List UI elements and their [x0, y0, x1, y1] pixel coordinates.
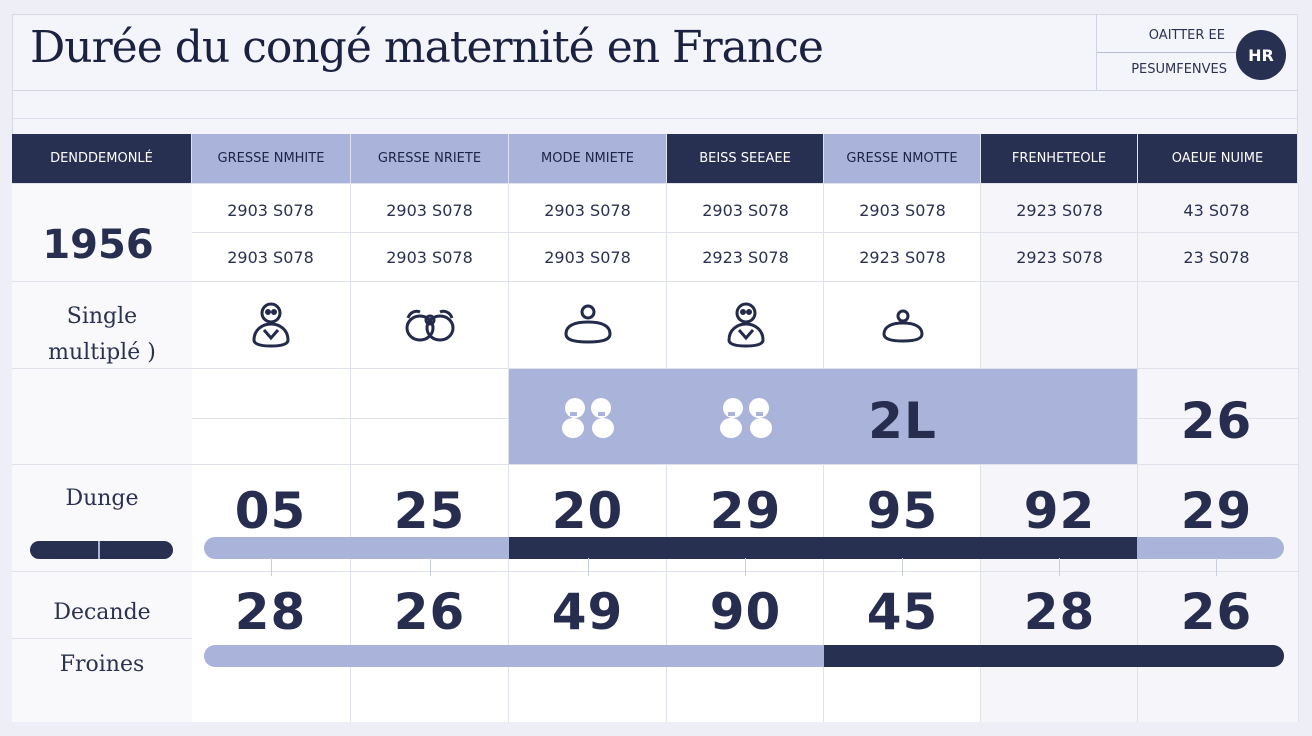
avatar[interactable]: HR — [1236, 30, 1286, 80]
decande-value: 26 — [393, 583, 466, 641]
table-cell: 2923 S078 — [702, 248, 789, 267]
table-header-col-2[interactable]: GRESSE NRIETE — [351, 134, 509, 184]
decande-value: 49 — [551, 583, 624, 641]
baby-icon — [192, 300, 349, 357]
decande-value: 28 — [234, 583, 307, 641]
table-cell: 2903 S078 — [702, 201, 789, 220]
table-header-col-3[interactable]: MODE NMIETE — [509, 134, 667, 184]
year-label: 1956 — [42, 222, 154, 268]
twins-ghost-icon — [667, 394, 824, 449]
decande-value: 28 — [1023, 583, 1096, 641]
row-divider — [12, 464, 1298, 465]
column-bg — [1138, 184, 1299, 722]
twins-icon — [351, 300, 508, 357]
row-label-decande: Decande — [53, 600, 151, 625]
baby-icon — [667, 300, 824, 357]
row-divider — [12, 368, 1298, 369]
page-title: Durée du congé maternité en France — [30, 22, 824, 73]
table-header-col-1[interactable]: GRESSE NMHITE — [192, 134, 351, 184]
table-cell: 2923 S078 — [859, 248, 946, 267]
highlight-value: 26 — [1180, 392, 1253, 450]
twins-ghost-icon — [509, 394, 666, 449]
table-cell: 2923 S078 — [1016, 201, 1103, 220]
meta-bottom-text: PESUMFENVES — [1131, 62, 1227, 77]
bar-tick — [271, 558, 272, 576]
decande-bar-fill — [824, 645, 1284, 667]
legend-pill — [30, 541, 173, 559]
table-cell: 43 S078 — [1183, 201, 1250, 220]
highlight-band — [509, 369, 1137, 464]
bar-tick — [745, 558, 746, 576]
table-header-col-7[interactable]: OAEUE NUIME — [1138, 134, 1298, 184]
bassinet-icon — [509, 300, 666, 357]
dunge-value: 95 — [866, 482, 939, 540]
table-cell: 2923 S078 — [1016, 248, 1103, 267]
header-divider — [12, 90, 1298, 91]
table-header-col-4[interactable]: BEISS SEEAEE — [667, 134, 824, 184]
row-label-froines: Froines — [59, 652, 145, 677]
meta-divider — [1097, 52, 1239, 53]
bar-tick — [430, 558, 431, 576]
dunge-value: 25 — [393, 482, 466, 540]
legend-notch — [98, 541, 100, 559]
table-cell: 2903 S078 — [386, 201, 473, 220]
table-cell: 2903 S078 — [544, 201, 631, 220]
row-label-multiple: multiplé ) — [48, 340, 156, 365]
bar-tick — [1216, 558, 1217, 576]
table-cell: 23 S078 — [1183, 248, 1250, 267]
row-label-single: Single — [66, 304, 138, 329]
row-divider — [12, 281, 1298, 282]
row-divider — [192, 232, 1298, 233]
bar-tick — [902, 558, 903, 576]
row-divider — [12, 638, 192, 639]
dunge-value: 92 — [1023, 482, 1096, 540]
table-cell: 2903 S078 — [386, 248, 473, 267]
bassinet-icon — [824, 304, 981, 357]
decande-value: 45 — [866, 583, 939, 641]
table-header-col-5[interactable]: GRESSE NMOTTE — [824, 134, 981, 184]
table-header-corner[interactable]: DENDDEMONLÉ — [12, 134, 192, 184]
dunge-value: 05 — [234, 482, 307, 540]
row-label-dunge: Dunge — [65, 486, 139, 511]
row-divider — [12, 571, 1298, 572]
bar-tick — [588, 558, 589, 576]
table-header-col-6[interactable]: FRENHETEOLE — [981, 134, 1138, 184]
column-bg — [192, 184, 351, 722]
bar-tick — [1059, 558, 1060, 576]
highlight-value: 2L — [868, 392, 937, 450]
column-bg — [351, 184, 509, 722]
dunge-bar-fill — [509, 537, 1137, 559]
meta-top-text: OAITTER EE — [1148, 28, 1225, 43]
table-cell: 2903 S078 — [544, 248, 631, 267]
dunge-value: 29 — [709, 482, 782, 540]
dunge-value: 29 — [1180, 482, 1253, 540]
dunge-value: 20 — [551, 482, 624, 540]
table-cell: 2903 S078 — [859, 201, 946, 220]
header-meta-panel: OAITTER EE PESUMFENVES — [1096, 14, 1299, 90]
decande-value: 90 — [709, 583, 782, 641]
decande-value: 26 — [1180, 583, 1253, 641]
table-cell: 2903 S078 — [227, 248, 314, 267]
subheader-divider — [12, 118, 1298, 119]
table-cell: 2903 S078 — [227, 201, 314, 220]
